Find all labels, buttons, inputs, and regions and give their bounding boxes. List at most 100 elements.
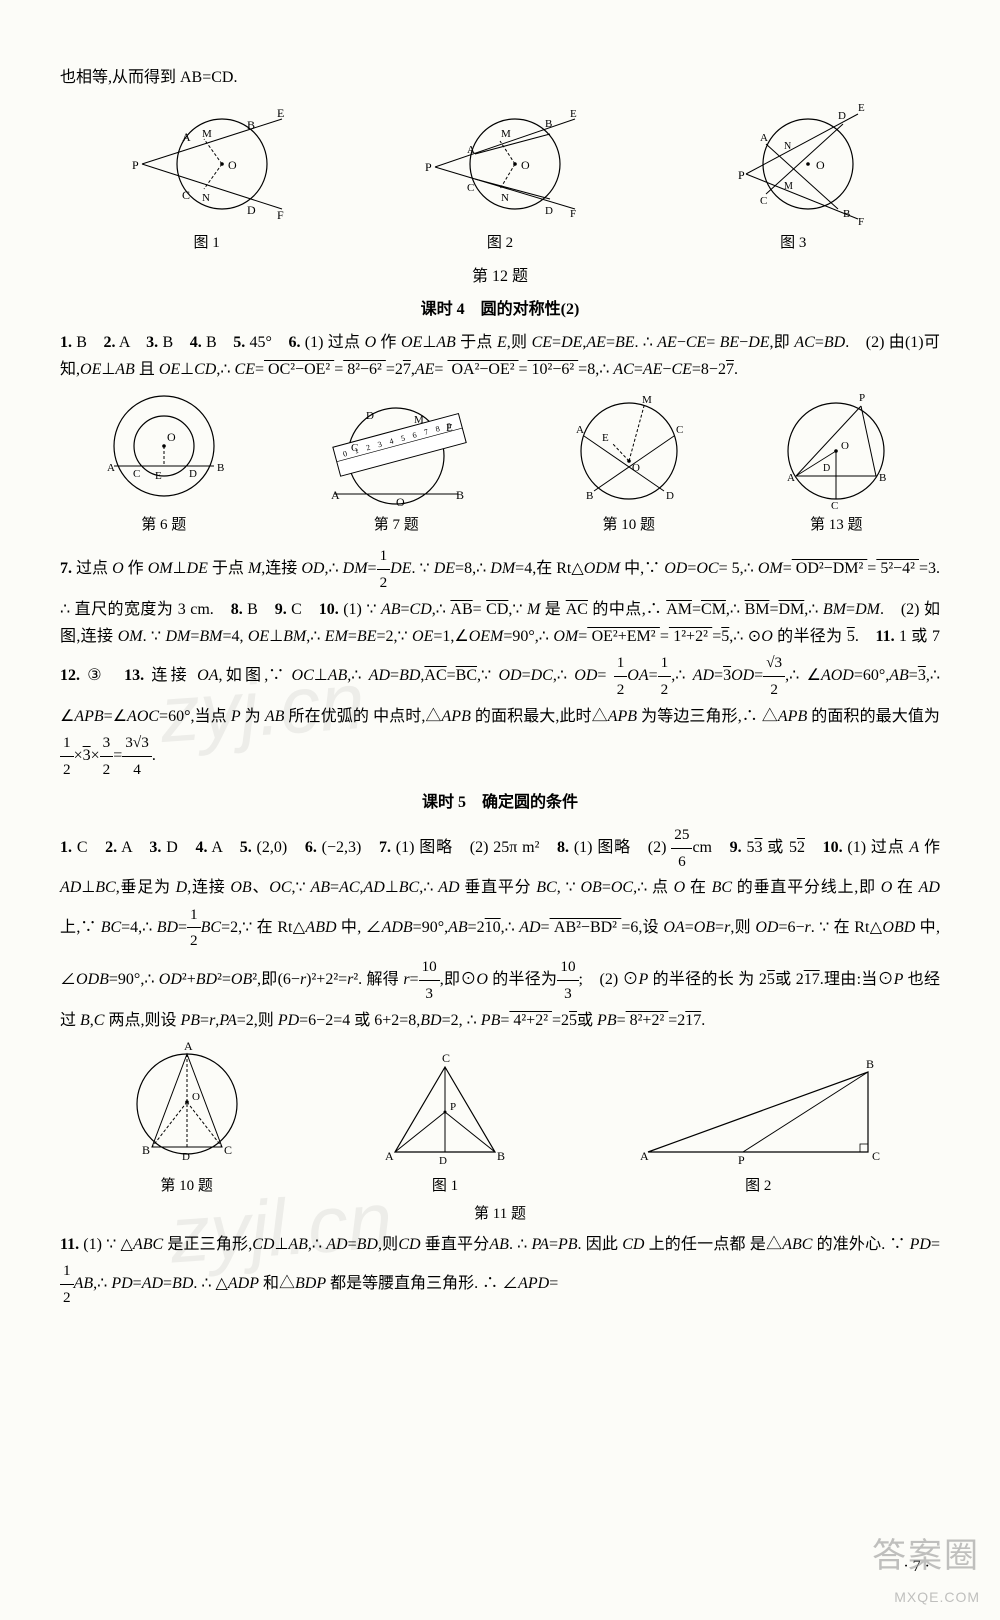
svg-text:B: B	[866, 1057, 874, 1071]
svg-text:D: D	[823, 463, 830, 474]
svg-text:E: E	[155, 470, 162, 482]
fig-3-caption: 图 3	[708, 231, 878, 257]
para-4a: 1. B 2. A 3. B 4. B 5. 45° 6. (1) 过点 O 作…	[60, 329, 940, 383]
heading-5: 课时 5 确定圆的条件	[60, 789, 940, 816]
svg-text:M: M	[501, 128, 511, 140]
fig3-b-caption: 图 1	[365, 1174, 525, 1200]
svg-text:F: F	[570, 208, 576, 220]
figure-row-2: O A B C D E 第 6 题 012 345	[60, 391, 940, 539]
svg-text:B: B	[586, 490, 593, 502]
svg-text:B: B	[497, 1149, 505, 1163]
fig3-row-caption: 第 11 题	[60, 1202, 940, 1228]
svg-text:P: P	[859, 392, 865, 404]
svg-text:C: C	[760, 195, 767, 207]
svg-text:O: O	[228, 158, 237, 172]
svg-text:M: M	[642, 394, 652, 406]
fig-q10: O A C B D M E 第 10 题	[554, 391, 704, 539]
svg-text:A: A	[184, 1042, 193, 1053]
svg-text:O: O	[841, 440, 849, 452]
fig-q13: O P A B C D 第 13 题	[761, 391, 911, 539]
svg-text:A: A	[787, 472, 795, 484]
svg-text:P: P	[450, 1101, 456, 1113]
svg-text:C: C	[133, 468, 140, 480]
figset1-row-caption: 第 12 题	[60, 263, 940, 290]
svg-text:A: A	[760, 132, 768, 144]
corner-watermark: 答案圈 MXQE.COM	[872, 1528, 980, 1610]
fig-q7: 012 345 678 9 A B O C D E M 第 7 题	[296, 391, 496, 539]
svg-text:A: A	[576, 424, 584, 436]
page: zyj.cn zyjl.cn 也相等,从而得到 AB=CD. O P A B E…	[0, 0, 1000, 1620]
svg-text:E: E	[858, 102, 865, 114]
svg-text:A: A	[467, 144, 475, 156]
svg-text:D: D	[182, 1151, 190, 1163]
svg-text:B: B	[879, 472, 886, 484]
svg-text:D: D	[366, 410, 374, 422]
svg-text:F: F	[858, 216, 864, 228]
svg-text:D: D	[247, 203, 256, 217]
svg-text:B: B	[142, 1143, 150, 1157]
fig-1: O P A B E C D F M N 图 1	[122, 99, 292, 257]
svg-text:A: A	[640, 1149, 649, 1163]
figure-row-1: O P A B E C D F M N 图 1 O	[60, 99, 940, 257]
svg-text:A: A	[385, 1149, 394, 1163]
svg-text:M: M	[202, 128, 212, 140]
svg-text:O: O	[521, 158, 530, 172]
svg-text:C: C	[467, 182, 474, 194]
svg-text:C: C	[676, 424, 683, 436]
svg-text:C: C	[831, 500, 838, 511]
svg-text:B: B	[545, 118, 552, 130]
svg-text:O: O	[192, 1091, 200, 1103]
svg-text:D: D	[666, 490, 674, 502]
fig-q6-caption: 第 6 题	[89, 513, 239, 539]
heading-4: 课时 4 圆的对称性(2)	[60, 296, 940, 323]
fig3-a: O A B C D 第 10 题	[112, 1042, 262, 1200]
para-5a: 1. C 2. A 3. D 4. A 5. (2,0) 6. (−2,3) 7…	[60, 822, 940, 1034]
fig3-b: P C A B D 图 1	[365, 1052, 525, 1200]
fig-q13-caption: 第 13 题	[761, 513, 911, 539]
svg-text:E: E	[277, 106, 284, 120]
svg-text:E: E	[602, 432, 609, 444]
svg-text:E: E	[446, 422, 453, 434]
svg-text:D: D	[545, 205, 553, 217]
para-5b: 11. (1) ∵ △ABC 是正三角形,CD⊥AB,∴ AD=BD,则CD 垂…	[60, 1231, 940, 1311]
figure-row-3: O A B C D 第 10 题 P C A B D	[60, 1042, 940, 1200]
fig3-a-caption: 第 10 题	[112, 1174, 262, 1200]
corner-wm-big: 答案圈	[872, 1528, 980, 1586]
svg-text:B: B	[247, 118, 255, 132]
fig-2: O P A B E C D F M N 图 2	[415, 99, 585, 257]
svg-text:C: C	[224, 1143, 232, 1157]
svg-text:O: O	[816, 158, 825, 172]
fig-1-caption: 图 1	[122, 231, 292, 257]
fig-3: O P A C D E B F N M 图 3	[708, 99, 878, 257]
svg-text:A: A	[107, 462, 115, 474]
svg-text:C: C	[182, 188, 190, 202]
svg-text:B: B	[456, 488, 464, 502]
svg-text:C: C	[442, 1052, 450, 1065]
fig3-c-caption: 图 2	[628, 1174, 888, 1200]
intro-line: 也相等,从而得到 AB=CD.	[60, 64, 940, 91]
svg-text:A: A	[331, 488, 340, 502]
fig-2-caption: 图 2	[415, 231, 585, 257]
para-4b: 7. 过点 O 作 OM⊥DE 于点 M,连接 OD,∴ DM=12DE. ∵ …	[60, 543, 940, 783]
svg-text:M: M	[414, 414, 424, 426]
svg-text:D: D	[439, 1155, 447, 1167]
svg-text:N: N	[784, 141, 791, 152]
svg-text:P: P	[132, 158, 139, 172]
svg-text:B: B	[217, 462, 224, 474]
svg-text:N: N	[501, 192, 509, 204]
svg-text:B: B	[843, 208, 850, 220]
svg-text:P: P	[738, 168, 745, 182]
svg-text:A: A	[182, 130, 191, 144]
fig3-c: A C B P 图 2	[628, 1052, 888, 1200]
svg-text:O: O	[396, 495, 405, 509]
svg-text:F: F	[277, 208, 284, 222]
svg-text:E: E	[570, 108, 577, 120]
fig-q6: O A B C D E 第 6 题	[89, 391, 239, 539]
svg-text:O: O	[167, 430, 176, 444]
fig-q10-caption: 第 10 题	[554, 513, 704, 539]
corner-wm-small: MXQE.COM	[872, 1586, 980, 1610]
svg-text:P: P	[738, 1153, 745, 1167]
svg-text:N: N	[202, 192, 210, 204]
fig-q7-caption: 第 7 题	[296, 513, 496, 539]
svg-text:D: D	[189, 468, 197, 480]
